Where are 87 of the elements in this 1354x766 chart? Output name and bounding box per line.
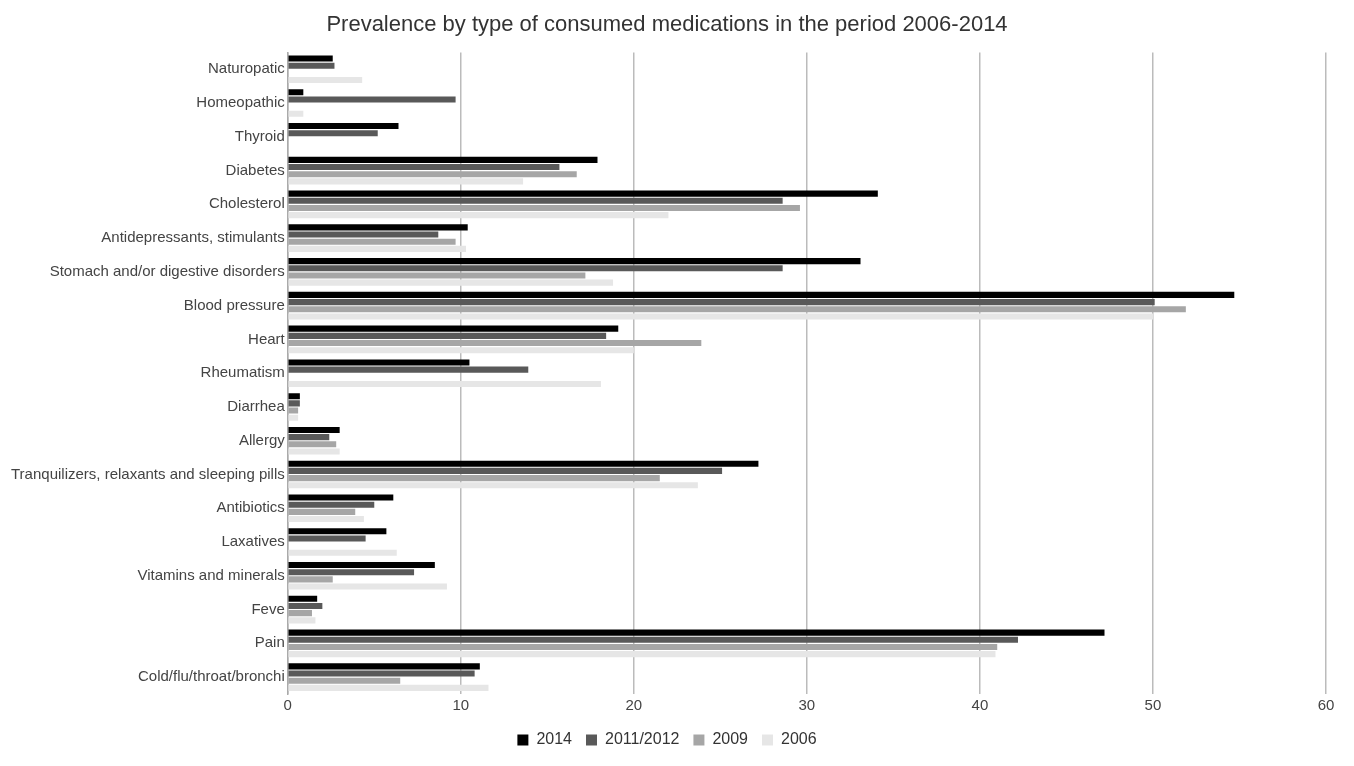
bar	[288, 245, 466, 252]
bar	[288, 426, 340, 434]
y-tick-label: Diarrhea	[227, 397, 286, 415]
y-tick-label: Laxatives	[221, 532, 285, 550]
bar	[288, 313, 1153, 320]
bar	[288, 684, 489, 691]
bar	[288, 670, 475, 677]
bar	[288, 156, 598, 163]
bar	[288, 224, 468, 231]
bar	[288, 359, 470, 366]
chart-title: Prevalence by type of consumed medications in the period 2006-2014	[326, 11, 1008, 37]
bar	[288, 414, 299, 421]
legend-label: 2006	[781, 730, 817, 748]
bar	[288, 258, 861, 265]
bar	[288, 569, 415, 576]
bar	[288, 123, 399, 130]
bar	[288, 279, 614, 286]
bar	[288, 130, 378, 137]
x-tick-label: 40	[971, 696, 989, 714]
bar	[288, 332, 607, 339]
bar	[288, 448, 340, 455]
bar	[288, 595, 318, 602]
x-tick-label: 20	[625, 696, 643, 714]
bar	[288, 636, 1018, 643]
bar	[288, 291, 1235, 298]
x-tick-label: 10	[452, 696, 470, 714]
bar	[288, 562, 435, 569]
legend-label: 2011/2012	[604, 730, 680, 748]
bar	[288, 347, 634, 354]
bar	[288, 89, 304, 96]
y-tick-label: Antidepressants, stimulants	[101, 228, 285, 246]
bar	[288, 467, 723, 474]
bar	[288, 515, 364, 523]
bar	[288, 663, 480, 670]
y-tick-label: Homeopathic	[196, 93, 286, 111]
bar	[288, 77, 363, 84]
bar	[288, 494, 394, 501]
y-tick-label: Feve	[251, 599, 285, 617]
y-tick-label: Vitamins and minerals	[137, 565, 285, 583]
bar	[288, 212, 669, 219]
y-tick-label: Cold/flu/throat/bronchi	[138, 667, 285, 685]
bar	[288, 62, 335, 69]
bar	[288, 110, 304, 117]
bar	[288, 380, 601, 388]
bar	[288, 400, 300, 407]
legend-label: 2009	[712, 730, 749, 748]
x-tick-label: 30	[798, 696, 816, 714]
bar	[288, 535, 366, 542]
bar	[288, 393, 300, 400]
bar	[288, 190, 878, 197]
bar	[288, 549, 397, 556]
bar	[288, 528, 387, 535]
y-tick-label: Allergy	[238, 430, 286, 448]
bar	[288, 434, 330, 441]
bar	[288, 602, 323, 610]
x-tick-label: 0	[283, 696, 292, 714]
legend-label: 2014	[536, 730, 573, 748]
bar	[288, 299, 1155, 306]
bar	[288, 583, 447, 590]
bar	[288, 460, 759, 467]
bar	[288, 617, 316, 624]
bar	[288, 163, 560, 171]
y-tick-label: Diabetes	[225, 160, 285, 178]
x-tick-label: 60	[1317, 696, 1335, 714]
bar	[288, 629, 1105, 636]
bar	[288, 366, 529, 373]
bar	[288, 325, 619, 332]
bar	[288, 178, 524, 185]
y-tick-label: Rheumatism	[200, 363, 285, 381]
y-tick-label: Tranquilizers, relaxants and sleeping pills	[11, 464, 285, 482]
y-tick-label: Cholesterol	[208, 194, 285, 212]
bar	[288, 501, 375, 508]
x-tick-label: 50	[1144, 696, 1162, 714]
y-tick-label: Thyroid	[234, 126, 285, 144]
y-tick-label: Blood pressure	[183, 295, 285, 313]
y-tick-label: Antibiotics	[216, 498, 285, 516]
bar	[288, 197, 783, 204]
bar	[288, 482, 698, 489]
bar	[288, 96, 456, 103]
bar	[288, 231, 439, 238]
y-tick-label: Pain	[254, 633, 285, 651]
y-tick-label: Heart	[248, 329, 286, 347]
y-tick-label: Naturopatic	[208, 59, 286, 77]
bar	[288, 651, 996, 658]
bar	[288, 55, 333, 62]
y-tick-label: Stomach and/or digestive disorders	[49, 262, 285, 280]
bar	[288, 265, 783, 272]
